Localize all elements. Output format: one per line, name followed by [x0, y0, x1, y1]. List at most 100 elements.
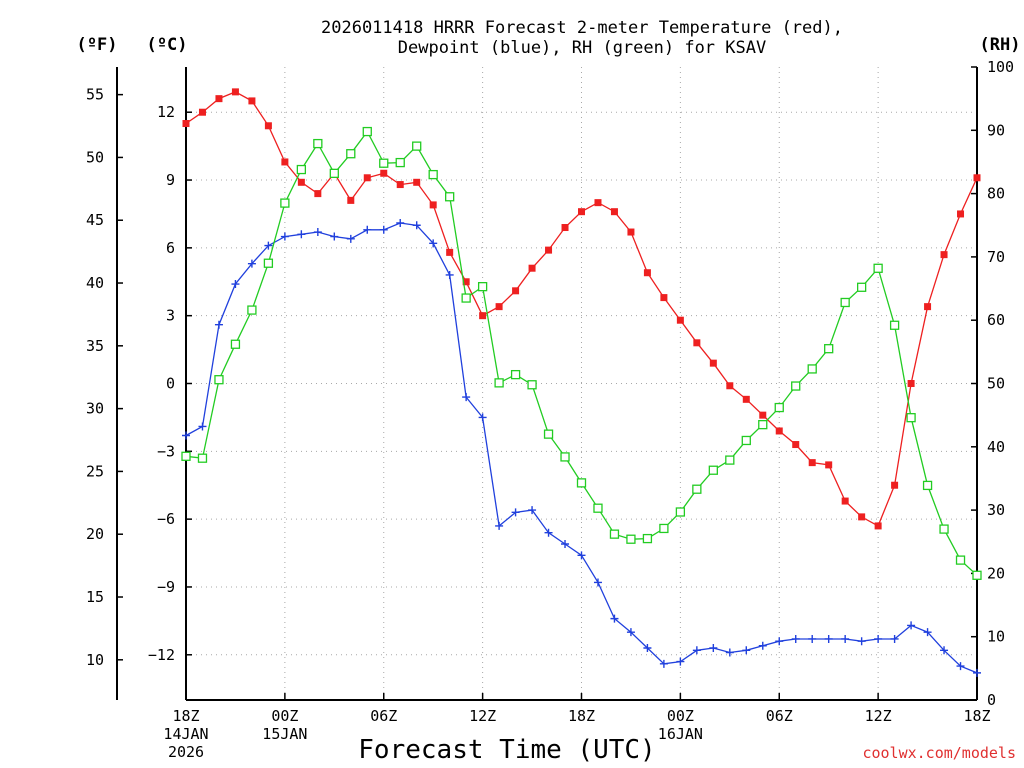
credit-link[interactable]: coolwx.com/models [862, 744, 1016, 762]
series-rh-point [791, 381, 801, 391]
rh-tick-label: 10 [987, 628, 1005, 646]
series-rh-point [939, 524, 949, 534]
series-temperature-point [215, 95, 223, 103]
series-temperature-point [479, 312, 487, 320]
series-rh-point [527, 380, 537, 390]
series-temperature-point [627, 228, 635, 236]
series-dewpoint-point [247, 259, 256, 268]
rh-tick-label: 50 [987, 375, 1005, 393]
series-dewpoint-point [330, 232, 339, 241]
series-dewpoint-point [231, 280, 240, 289]
series-temperature-point [874, 522, 882, 530]
rh-tick-label: 90 [987, 121, 1005, 139]
rh-unit-label: (RH) [980, 35, 1021, 55]
series-dewpoint-point [709, 644, 718, 653]
series-temperature-point [660, 294, 668, 302]
series-rh-point [445, 192, 455, 202]
series-rh-point [543, 429, 554, 439]
series-temperature-point [891, 481, 899, 489]
series-temperature-point [907, 380, 915, 387]
series-temperature-point [841, 497, 849, 505]
series-rh-point [889, 320, 900, 330]
series-temperature-point [775, 427, 783, 435]
series-dewpoint-point [412, 221, 421, 230]
series-dewpoint-point [577, 551, 586, 560]
x-tick-label: 2026 [168, 743, 204, 761]
series-temperature-point [709, 359, 717, 367]
series-dewpoint-point [198, 422, 207, 431]
fahrenheit-tick-label: 20 [86, 525, 104, 543]
series-temperature-point [561, 224, 569, 232]
series-dewpoint-point [725, 648, 734, 657]
celsius-tick-label: −12 [148, 646, 175, 664]
series-temperature-point [248, 97, 256, 105]
series-rh-point [725, 455, 735, 465]
series-rh-point [642, 533, 653, 544]
x-tick-label: 14JAN [163, 725, 208, 743]
rh-tick-label: 100 [987, 58, 1014, 76]
celsius-tick-label: 9 [166, 171, 175, 189]
celsius-tick-label: −6 [157, 510, 175, 528]
fahrenheit-tick-label: 50 [86, 148, 104, 166]
series-dewpoint-point [907, 621, 916, 630]
series-dewpoint-point [445, 270, 454, 279]
x-tick-label: 18Z [172, 707, 199, 725]
series-rh-point [395, 157, 405, 168]
series-dewpoint-point [742, 646, 751, 655]
series-dewpoint-point [841, 634, 850, 643]
x-tick-label: 18Z [568, 707, 595, 725]
series-rh-point [856, 282, 867, 292]
series-dewpoint-point [808, 634, 817, 643]
series-rh-point [296, 164, 307, 175]
series-temperature-point [594, 199, 602, 207]
celsius-tick-label: 6 [166, 239, 175, 257]
series-temperature-point [858, 513, 866, 521]
series-dewpoint-point [874, 634, 883, 643]
x-tick-label: 00Z [667, 707, 694, 725]
x-tick-label: 16JAN [658, 725, 703, 743]
series-dewpoint-point [429, 239, 438, 248]
series-dewpoint-point [363, 225, 372, 234]
fahrenheit-unit-label: (ºF) [77, 35, 118, 55]
series-temperature-point [512, 287, 520, 295]
series-dewpoint-point [511, 508, 520, 517]
rh-tick-label: 40 [987, 438, 1005, 456]
series-dewpoint-point [495, 521, 504, 530]
series-rh-point [692, 484, 702, 494]
series-rh-point [560, 452, 570, 462]
fahrenheit-tick-label: 45 [86, 211, 104, 229]
series-rh-point [609, 529, 620, 539]
series-temperature-point [808, 459, 816, 467]
rh-tick-label: 80 [987, 185, 1005, 203]
series-dewpoint-point [824, 634, 833, 643]
rh-tick-label: 0 [987, 691, 996, 709]
series-temperature-point [363, 174, 371, 182]
fahrenheit-tick-label: 15 [86, 588, 104, 606]
series-temperature-point [693, 339, 701, 347]
celsius-tick-label: −9 [157, 578, 175, 596]
series-rh-point [626, 534, 636, 544]
celsius-tick-label: 0 [166, 375, 175, 393]
series-rh-point [412, 141, 422, 151]
celsius-tick-label: 3 [166, 307, 175, 325]
series-temperature-point [545, 246, 553, 254]
series-rh-line [185, 130, 978, 576]
series-rh-point [774, 402, 784, 413]
series-rh-point [428, 169, 438, 180]
series-dewpoint-point [528, 506, 537, 515]
gridlines [185, 67, 978, 700]
series-rh-point [247, 305, 257, 315]
series-temperature-point [314, 190, 322, 198]
series-rh-point [840, 297, 850, 308]
series-dewpoint-point [478, 413, 487, 422]
series-dewpoint-point [297, 230, 306, 239]
fahrenheit-tick-label: 10 [86, 651, 104, 669]
series-rh-point [510, 369, 521, 380]
celsius-tick-label: −3 [157, 442, 175, 460]
series-rh-point [675, 507, 686, 517]
series-rh-point [659, 523, 669, 534]
series-temperature-point [973, 174, 981, 182]
series-dewpoint-point [973, 668, 981, 677]
series-dewpoint-point [346, 234, 355, 243]
series-rh-point [741, 435, 751, 446]
